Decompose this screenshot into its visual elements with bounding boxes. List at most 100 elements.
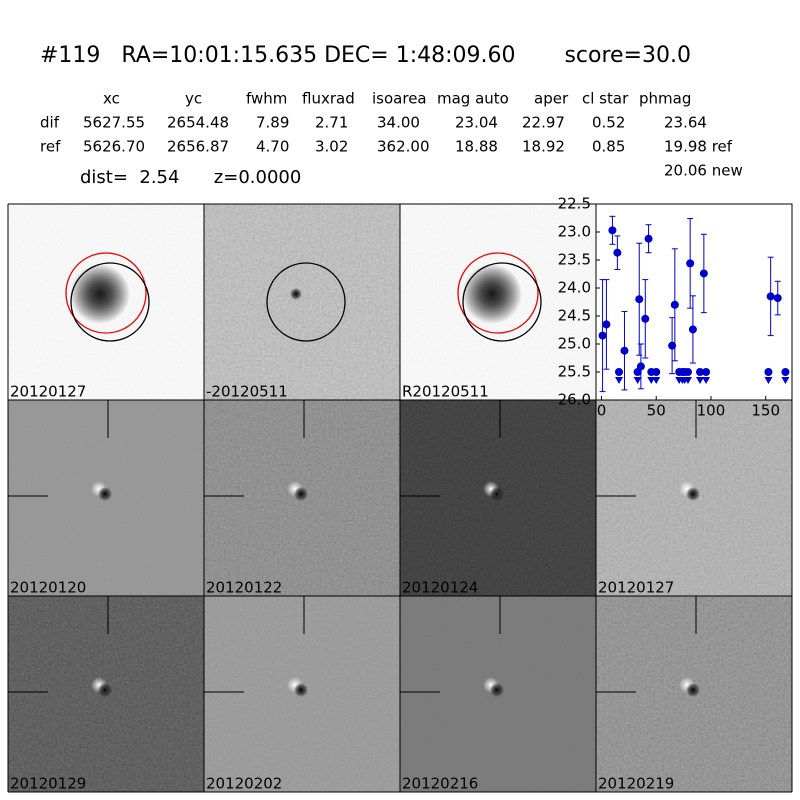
table-cell: 2656.87 xyxy=(167,138,229,156)
y-tick-label: 23.5 xyxy=(558,251,591,269)
table-cell: 18.88 xyxy=(455,138,498,156)
limit-point xyxy=(781,368,790,376)
dipole-dark xyxy=(98,487,112,501)
limit-point xyxy=(764,368,773,376)
limit-point xyxy=(683,368,692,376)
panel-label: -20120511 xyxy=(206,383,288,401)
panel-label: 20120202 xyxy=(206,775,282,793)
panel-label: 20120127 xyxy=(10,383,86,401)
aperture xyxy=(462,262,542,342)
dipole-dark xyxy=(490,683,504,697)
point xyxy=(602,320,611,329)
panel-label: 20120216 xyxy=(402,775,478,793)
x-tick-label: 100 xyxy=(697,402,726,420)
distance-line: dist= 2.54 z=0.0000 xyxy=(80,167,301,188)
table-cell: 23.04 xyxy=(455,114,498,132)
point xyxy=(644,234,653,243)
y-tick-label: 24.0 xyxy=(558,279,591,297)
panel-label: 20120129 xyxy=(10,775,86,793)
dipole-dark xyxy=(490,487,504,501)
point xyxy=(620,346,629,355)
table-cell: 23.64 xyxy=(664,114,707,132)
dipole-dark xyxy=(686,683,700,697)
table-cell: ref xyxy=(40,138,61,156)
limit-arrow xyxy=(702,377,711,384)
y-tick-label: 22.5 xyxy=(558,195,591,213)
limit-arrow xyxy=(781,377,790,384)
point xyxy=(635,295,644,304)
point xyxy=(688,325,697,334)
table-cell: 3.02 xyxy=(315,138,348,156)
limit-arrow xyxy=(633,377,642,384)
dipole-dark xyxy=(294,487,308,501)
column-header: mag auto xyxy=(437,90,509,108)
column-header: fwhm xyxy=(246,90,287,108)
limit-arrow xyxy=(696,377,705,384)
y-tick-label: 25.5 xyxy=(558,363,591,381)
y-tick-label: 26.0 xyxy=(558,391,591,409)
table-cell: 5626.70 xyxy=(83,138,145,156)
point xyxy=(766,292,775,301)
column-header: phmag xyxy=(639,90,691,108)
table-cell: dif xyxy=(40,114,60,132)
y-tick-label: 25.0 xyxy=(558,335,591,353)
table-cell: 4.70 xyxy=(256,138,289,156)
y-tick-label: 23.0 xyxy=(558,223,591,241)
dipole-dark xyxy=(686,487,700,501)
column-header: isoarea xyxy=(372,90,427,108)
point xyxy=(598,331,607,340)
table-cell: 0.52 xyxy=(592,114,625,132)
panel-label: 20120120 xyxy=(10,579,86,597)
table-cell: 34.00 xyxy=(377,114,420,132)
limit-arrow xyxy=(683,377,692,384)
limit-point xyxy=(614,368,623,376)
table-cell: 2.71 xyxy=(315,114,348,132)
x-tick-label: 0 xyxy=(597,402,607,420)
plot-area xyxy=(595,203,793,401)
dipole-dark xyxy=(294,683,308,697)
aperture-ref xyxy=(457,252,539,334)
column-header: yc xyxy=(185,90,202,108)
dipole-dark xyxy=(98,683,112,697)
column-header: fluxrad xyxy=(302,90,355,108)
table-cell: 19.98 ref xyxy=(664,138,733,156)
limit-point xyxy=(702,368,711,376)
column-header: cl star xyxy=(582,90,629,108)
point xyxy=(668,341,677,350)
limit-arrow xyxy=(614,377,623,384)
table-cell: 2654.48 xyxy=(167,114,229,132)
point xyxy=(608,226,617,235)
limit-arrow xyxy=(652,377,661,384)
point xyxy=(686,259,695,268)
extra-phmag: 20.06 new xyxy=(664,162,743,180)
limit-arrow xyxy=(764,377,773,384)
panel-label: 20120124 xyxy=(402,579,478,597)
aperture xyxy=(266,262,346,342)
y-tick-label: 24.5 xyxy=(558,307,591,325)
point xyxy=(699,269,708,278)
aperture xyxy=(70,262,150,342)
point xyxy=(641,314,650,323)
column-header: xc xyxy=(103,90,120,108)
table-cell: 5627.55 xyxy=(83,114,145,132)
point xyxy=(670,300,679,309)
panel-label: 20120127 xyxy=(598,579,674,597)
source-blob xyxy=(70,264,130,324)
x-tick-label: 150 xyxy=(751,402,780,420)
table-cell: 362.00 xyxy=(377,138,430,156)
x-tick-label: 50 xyxy=(647,402,666,420)
column-header: aper xyxy=(534,90,569,108)
limit-point xyxy=(696,368,705,376)
panel-label: 20120219 xyxy=(598,775,674,793)
source-dot xyxy=(290,288,302,300)
aperture-ref xyxy=(65,252,147,334)
panel-label: 20120122 xyxy=(206,579,282,597)
limit-point xyxy=(633,368,642,376)
source-blob xyxy=(462,264,522,324)
title: #119 RA=10:01:15.635 DEC= 1:48:09.60 sco… xyxy=(40,43,691,68)
limit-point xyxy=(652,368,661,376)
panel-label: R20120511 xyxy=(402,383,489,401)
table-cell: 7.89 xyxy=(256,114,289,132)
point xyxy=(773,294,782,303)
